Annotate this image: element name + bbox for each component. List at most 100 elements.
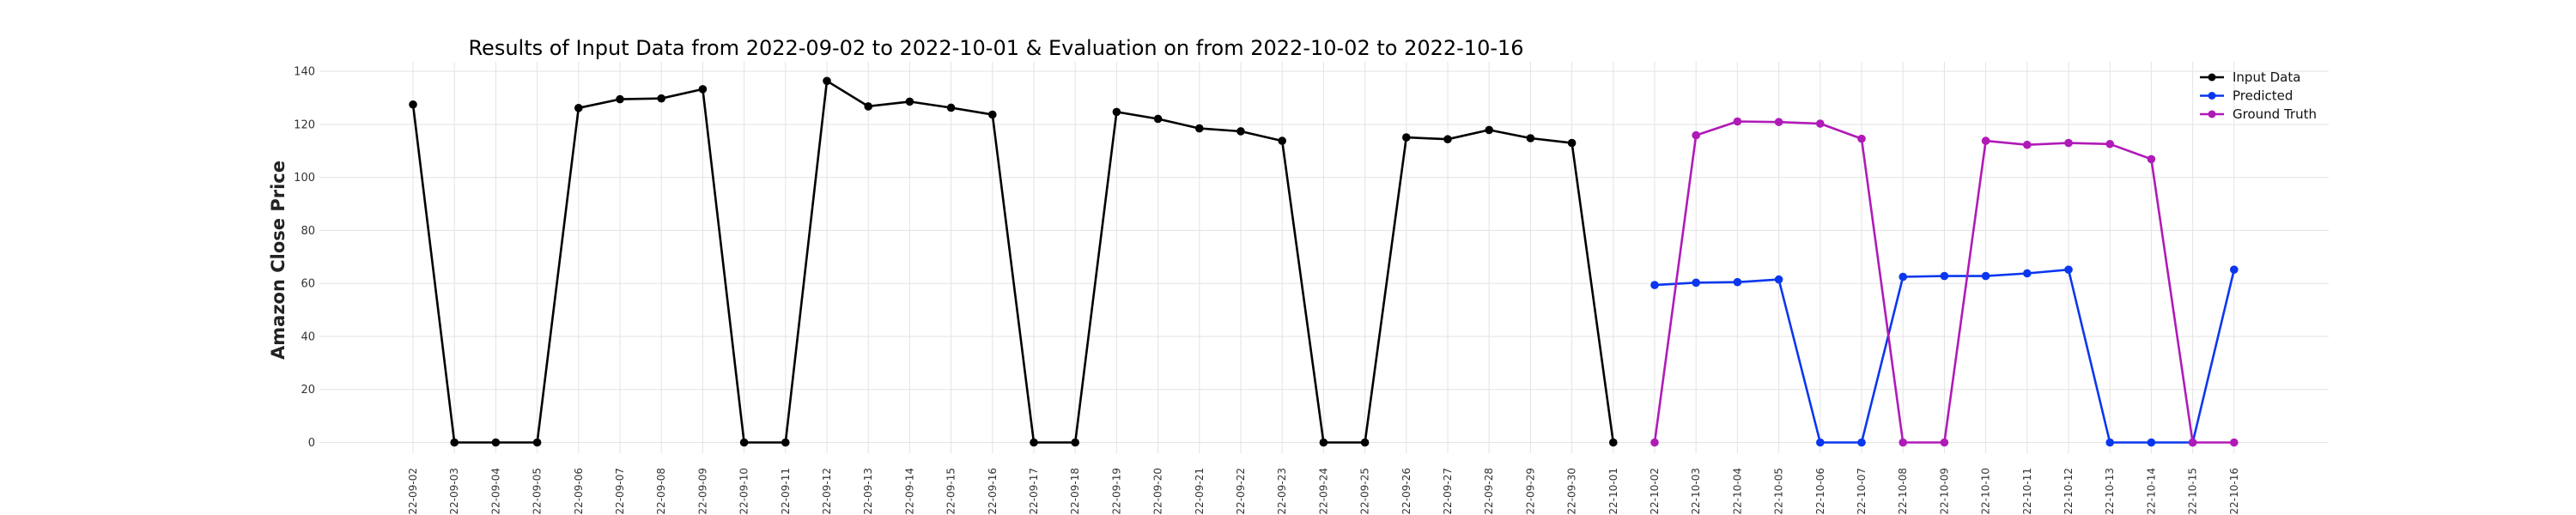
data-point [532,438,542,447]
y-tick-label: 140 [294,66,315,79]
data-point [1071,438,1079,447]
series-ground-truth [1650,117,2239,447]
data-point [988,110,997,119]
data-point [1692,278,1700,288]
x-tick-label: 022-10-14 [2145,468,2157,515]
x-tick-label: 022-09-04 [489,468,501,515]
data-point [1857,438,1866,447]
data-point [1857,134,1866,143]
x-tick-label: 022-10-06 [1814,468,1826,515]
data-point [1650,438,1659,447]
data-point [1278,136,1286,145]
x-tick-label: 022-09-16 [987,468,999,515]
x-tick-label: 022-09-10 [738,468,750,515]
x-tick-label: 022-09-05 [532,468,544,515]
data-point [2064,265,2073,274]
data-point [1195,124,1204,133]
data-point [1443,135,1452,144]
x-tick-label: 022-09-24 [1317,468,1329,515]
x-tick-label: 022-09-17 [1028,468,1040,515]
x-tick-label: 022-09-23 [1276,468,1288,515]
data-point [1774,275,1783,284]
data-point [2023,269,2032,278]
x-tick-label: 022-10-10 [1980,468,1992,515]
data-point [1940,438,1949,447]
data-point [946,103,956,112]
data-point [1526,134,1535,142]
x-tick-label: 022-09-13 [862,468,874,515]
data-point [823,76,831,86]
data-point [2023,140,2032,149]
x-tick-label: 022-09-29 [1524,468,1536,515]
series-line [411,80,1615,444]
data-point [1650,281,1659,289]
x-tick-label: 022-09-02 [407,468,419,515]
data-point [1030,438,1038,447]
data-point [1692,130,1700,140]
x-tick-label: 022-09-22 [1235,468,1247,515]
grid [319,62,2329,453]
data-point [2230,265,2239,274]
x-tick-label: 022-10-12 [2063,468,2075,515]
y-axis-ticks: 0 20 40 60 80 100 120 140 [294,66,315,450]
data-point [698,85,708,94]
data-point [450,438,459,447]
x-tick-label: 022-09-11 [780,468,792,515]
data-point [1981,271,1990,281]
data-point [2105,139,2114,148]
x-tick-label: 022-10-13 [2104,468,2116,515]
legend-point-marker [2208,92,2216,100]
legend-item: Ground Truth [2200,106,2317,122]
y-tick-label: 40 [301,330,315,343]
data-point [1360,438,1370,447]
y-tick-label: 120 [294,118,315,131]
legend-label: Ground Truth [2233,106,2317,122]
x-tick-label: 022-10-09 [1938,468,1950,515]
chart-title: Results of Input Data from 2022-09-02 to… [468,36,1523,60]
x-tick-label: 022-10-04 [1731,468,1743,515]
data-point [2147,438,2156,447]
data-point [781,438,790,447]
data-point [616,94,624,104]
legend-point-marker [2208,110,2216,118]
x-tick-label: 022-09-15 [945,468,957,515]
data-point [657,94,665,103]
x-tick-label: 022-09-06 [573,468,585,515]
data-point [1112,107,1121,117]
data-point [2230,438,2239,447]
x-tick-label: 022-09-26 [1400,468,1413,515]
y-tick-label: 20 [301,384,315,397]
data-point [1567,138,1577,148]
data-point [1609,438,1618,447]
legend-point-marker [2208,73,2216,82]
series-input-data [409,76,1618,447]
data-point [1816,119,1825,128]
x-tick-label: 022-09-21 [1194,468,1206,515]
x-tick-label: 022-10-11 [2021,468,2033,515]
legend-label: Predicted [2233,88,2293,104]
x-tick-label: 022-09-07 [614,468,626,515]
x-tick-label: 022-09-09 [696,468,708,515]
x-tick-label: 022-10-02 [1649,468,1661,515]
x-tick-label: 022-09-28 [1483,468,1495,515]
y-tick-label: 100 [294,172,315,185]
data-point [739,438,749,447]
data-point [1153,114,1163,124]
data-point [1236,127,1245,136]
x-tick-label: 022-09-03 [448,468,460,515]
y-tick-label: 80 [301,225,315,238]
data-point [1940,271,1949,281]
data-point [1899,438,1907,447]
data-point [2064,138,2073,148]
data-point [2147,154,2156,164]
x-tick-label: 022-10-01 [1607,468,1619,515]
x-axis-ticks: 022-09-02 022-09-03 022-09-04 022-09-05 022-… [407,468,2240,515]
data-point [409,100,417,109]
legend-item: Input Data [2200,70,2300,85]
data-point [905,97,914,106]
x-tick-label: 022-10-07 [1856,468,1868,515]
x-tick-label: 022-09-12 [821,468,833,515]
data-point [1816,438,1825,447]
x-tick-label: 022-09-30 [1566,468,1578,515]
